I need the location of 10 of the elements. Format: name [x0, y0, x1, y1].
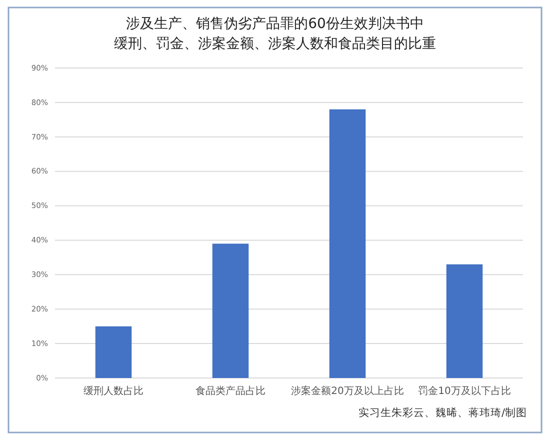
bar: [95, 326, 132, 378]
bar: [446, 264, 483, 378]
x-tick-label: 罚金10万及以下占比: [418, 385, 511, 398]
text: 实习生朱彩云、魏晞、蒋玮琦/制图: [358, 406, 527, 419]
x-tick-label: 食品类产品占比: [196, 385, 266, 398]
bar: [329, 109, 366, 378]
chart-title: 涉及生产、销售伪劣产品罪的60份生效判决书中缓刑、罚金、涉案金额、涉案人数和食品类目的比重: [114, 16, 436, 52]
x-tick-label: 缓刑人数占比: [84, 385, 144, 398]
bar: [212, 244, 249, 378]
x-tick-label: 涉案金额20万及以上占比: [291, 385, 404, 398]
